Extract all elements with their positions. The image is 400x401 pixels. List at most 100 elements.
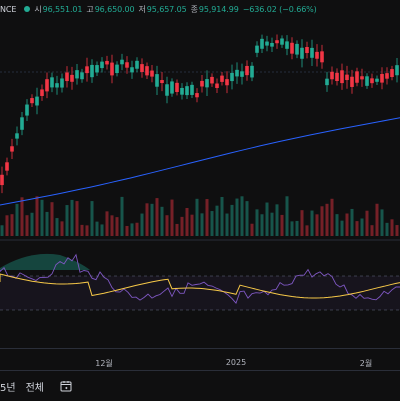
- volume-bar: [250, 223, 254, 236]
- candle-body: [170, 81, 174, 94]
- volume-bar: [280, 214, 284, 236]
- volume-bar: [375, 203, 379, 236]
- candle-body: [120, 59, 124, 65]
- volume-bar: [55, 218, 59, 236]
- volume-bar: [140, 213, 144, 236]
- volume-bar: [355, 221, 359, 236]
- volume-bar: [145, 203, 149, 236]
- volume-bar: [175, 223, 179, 236]
- candle-body: [65, 72, 69, 82]
- volume-bar: [390, 219, 394, 236]
- low-value: 95,657.05: [146, 4, 187, 14]
- volume-bar: [260, 214, 264, 236]
- candle-body: [265, 41, 269, 46]
- candle-body: [235, 69, 239, 77]
- candle-body: [365, 76, 369, 86]
- volume-bar: [185, 207, 189, 236]
- volume-bar: [380, 209, 384, 236]
- candle-body: [205, 79, 209, 88]
- volume-bar: [95, 221, 99, 236]
- candle-body: [5, 162, 9, 171]
- volume-bar: [365, 210, 369, 236]
- volume-bar: [300, 210, 304, 236]
- candle-body: [190, 84, 194, 95]
- candle-body: [240, 71, 244, 77]
- candle-body: [285, 41, 289, 49]
- candle-body: [20, 117, 24, 130]
- symbol-label: NCE: [0, 4, 17, 14]
- volume-bar: [100, 224, 104, 236]
- high-label: 고: [86, 4, 94, 14]
- candle-body: [260, 38, 264, 49]
- candle-body: [320, 51, 324, 63]
- candle-body: [210, 76, 214, 84]
- volume-bar: [75, 201, 79, 236]
- candle-body: [175, 82, 179, 93]
- volume-bar: [265, 202, 269, 236]
- candle-body: [305, 47, 309, 54]
- volume-bar: [290, 221, 294, 236]
- candle-body: [80, 72, 84, 80]
- volume-bar: [205, 199, 209, 236]
- price-chart[interactable]: [0, 0, 400, 348]
- candle-body: [75, 70, 79, 79]
- candle-body: [360, 76, 364, 80]
- volume-bar: [45, 211, 49, 236]
- candle-body: [50, 77, 54, 88]
- candle-body: [355, 71, 359, 83]
- close-label: 종: [190, 4, 198, 14]
- range-all-button[interactable]: 전체: [25, 382, 44, 394]
- candle-body: [35, 96, 39, 106]
- volume-bar: [220, 196, 224, 236]
- candle-body: [40, 89, 44, 96]
- candle-body: [255, 45, 259, 53]
- volume-bar: [235, 198, 239, 236]
- open-label: 시: [34, 4, 42, 14]
- candle-body: [25, 104, 29, 116]
- candle-body: [100, 61, 104, 69]
- candle-body: [300, 47, 304, 59]
- volume-bar: [80, 224, 84, 236]
- close-value: 95,914.99: [198, 4, 239, 14]
- volume-bar: [65, 205, 69, 236]
- volume-bar: [245, 201, 249, 236]
- volume-bar: [5, 215, 9, 236]
- volume-bar: [125, 225, 129, 236]
- volume-bar: [115, 217, 119, 236]
- volume-bar: [120, 196, 124, 236]
- candle-body: [275, 40, 279, 44]
- range-5y-button[interactable]: 5년: [0, 382, 16, 394]
- volume-bar: [160, 206, 164, 236]
- candle-body: [380, 73, 384, 83]
- volume-bar: [90, 201, 94, 236]
- candle-body: [55, 83, 59, 88]
- open-value: 96,551.01: [42, 4, 83, 14]
- market-status-icon: [24, 6, 31, 12]
- candle-body: [165, 84, 169, 96]
- volume-bar: [105, 211, 109, 236]
- candle-body: [110, 62, 114, 76]
- candle-body: [335, 72, 339, 82]
- candle-body: [310, 47, 314, 58]
- volume-bar: [110, 215, 114, 236]
- volume-bar: [70, 199, 74, 236]
- volume-bar: [195, 198, 199, 236]
- volume-bar: [370, 225, 374, 236]
- volume-bar: [315, 214, 319, 236]
- time-tick: 2025: [225, 358, 247, 367]
- volume-bar: [230, 204, 234, 236]
- volume-bar: [255, 209, 259, 236]
- candle-body: [160, 80, 164, 84]
- time-axis[interactable]: 12월 2025 2월: [0, 348, 400, 371]
- volume-bar: [360, 218, 364, 236]
- candle-body: [295, 43, 299, 55]
- candle-body: [195, 93, 199, 98]
- volume-bar: [10, 214, 14, 236]
- volume-bar: [40, 199, 44, 236]
- candle-body: [90, 64, 94, 78]
- candle-body: [270, 42, 274, 47]
- calendar-goto-icon[interactable]: [60, 380, 72, 392]
- rsi-ma-line: [0, 273, 400, 299]
- candle-body: [185, 86, 189, 96]
